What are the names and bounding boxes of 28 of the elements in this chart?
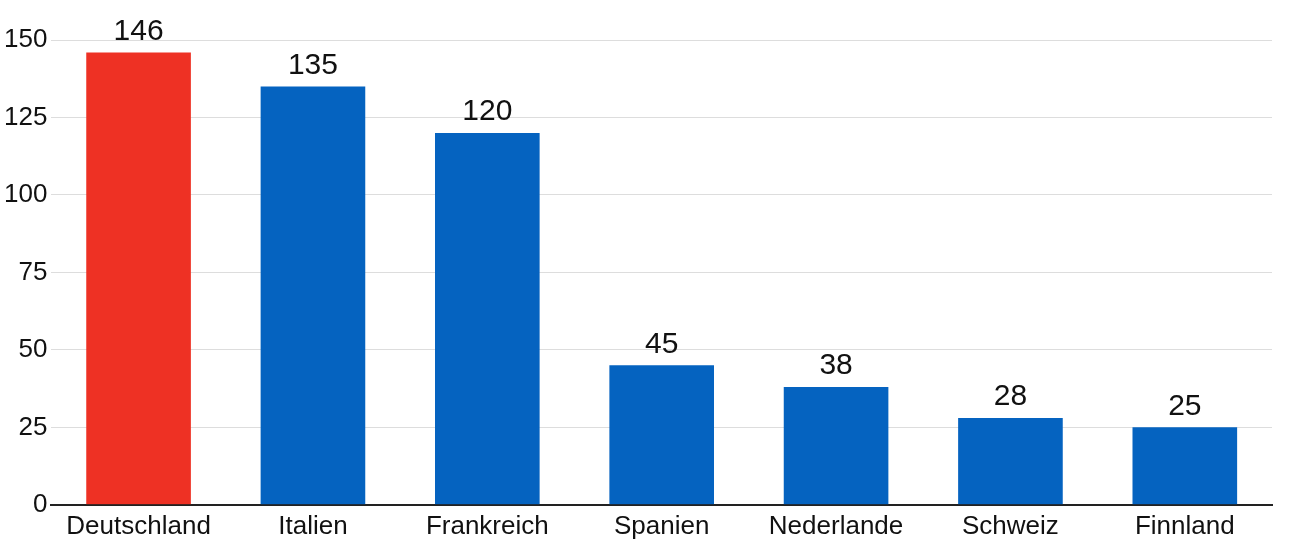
x-tick-label: Italien <box>278 509 348 540</box>
y-tick-label: 125 <box>3 100 48 131</box>
y-tick-label: 25 <box>18 410 48 441</box>
x-tick-label: Nederlande <box>768 509 904 540</box>
bar <box>435 132 540 505</box>
data-label: 135 <box>287 46 338 80</box>
x-tick-label: Schweiz <box>962 509 1059 540</box>
y-tick-label: 50 <box>18 333 48 364</box>
y-tick-label: 75 <box>18 255 48 286</box>
data-label: 146 <box>113 12 164 46</box>
bar <box>260 86 366 505</box>
data-label: 38 <box>819 347 853 381</box>
x-tick-label: Finnland <box>1134 509 1235 540</box>
y-tick-label: 0 <box>32 487 48 518</box>
bar <box>1132 427 1238 505</box>
data-label: 25 <box>1168 387 1202 421</box>
x-tick-label: Spanien <box>613 509 710 540</box>
y-tick-label: 150 <box>3 23 48 54</box>
data-label: 120 <box>462 93 513 127</box>
bar <box>609 365 714 505</box>
bar <box>783 387 889 505</box>
data-label: 28 <box>993 378 1028 412</box>
bar <box>86 52 191 505</box>
data-label: 45 <box>645 325 679 359</box>
x-tick-label: Deutschland <box>66 509 211 540</box>
x-tick-label: Frankreich <box>425 509 549 540</box>
bar <box>958 418 1063 505</box>
y-tick-label: 100 <box>3 178 48 209</box>
